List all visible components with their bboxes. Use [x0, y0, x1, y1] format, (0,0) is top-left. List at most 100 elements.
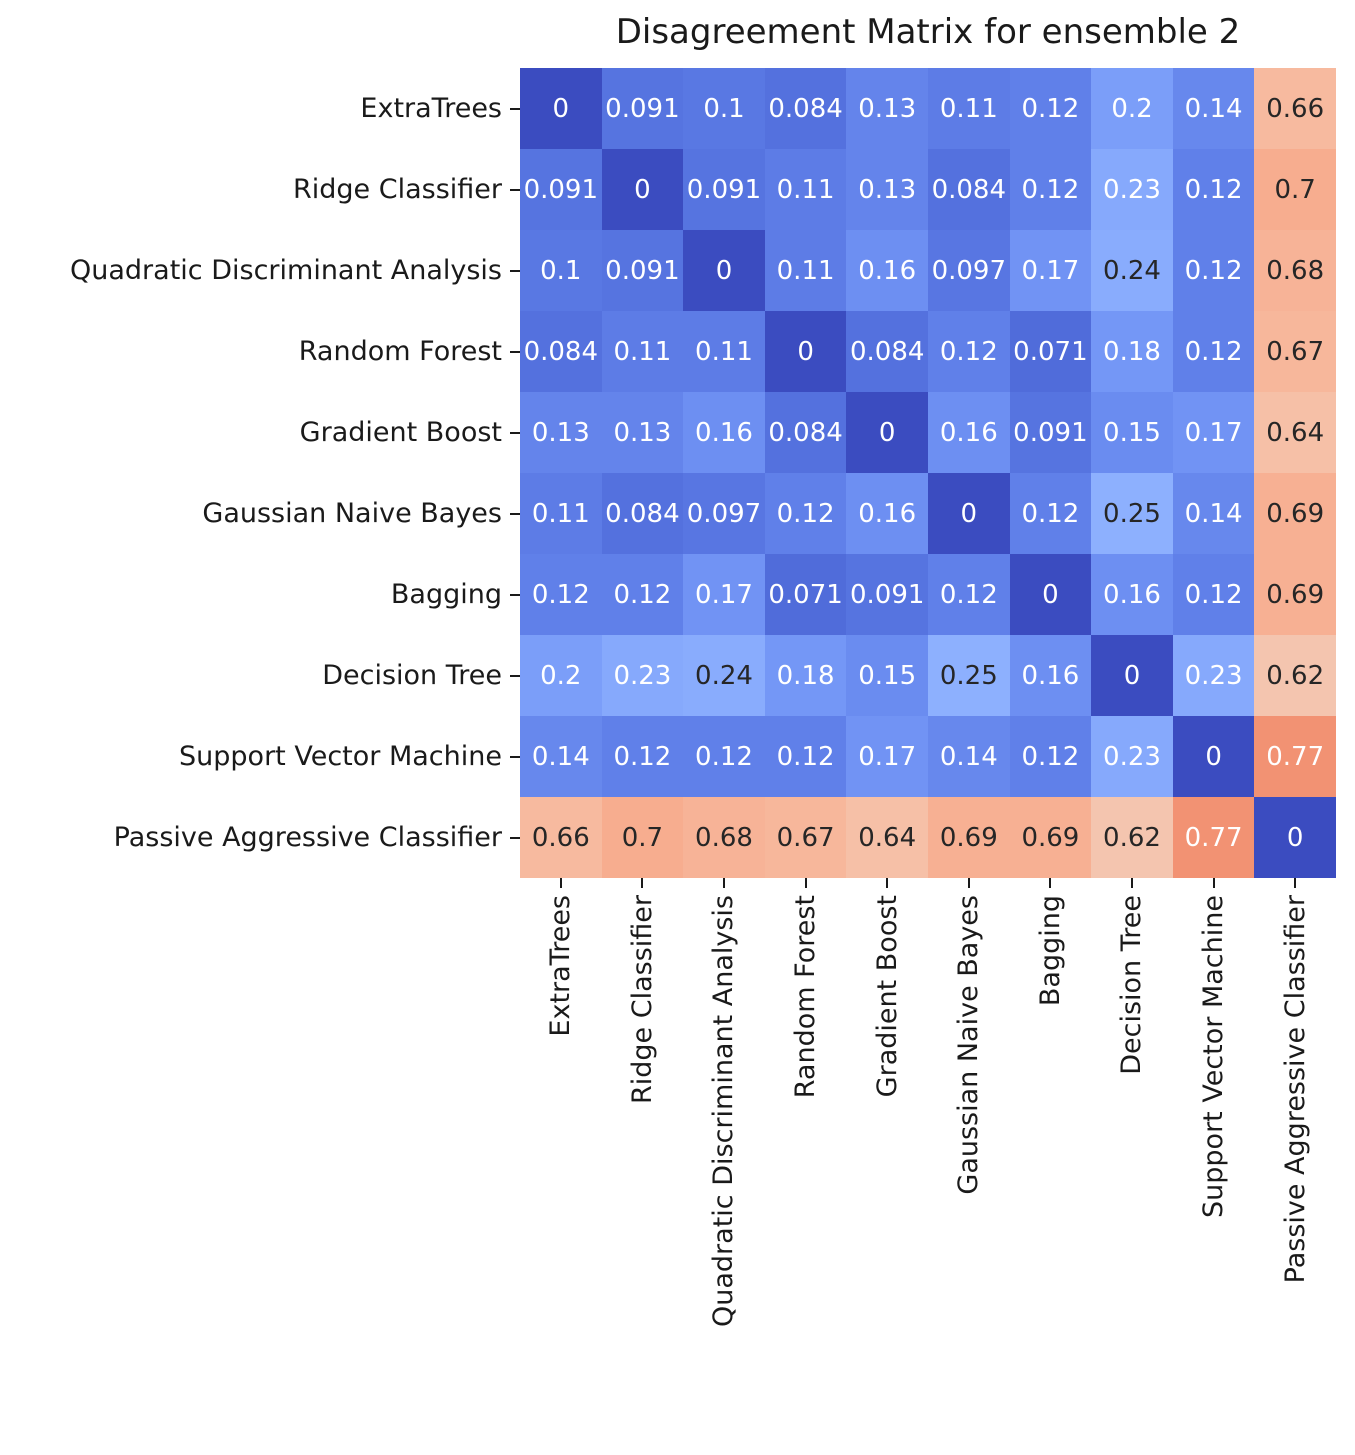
heatmap-cell: 0.64: [1254, 392, 1336, 473]
y-tick-row: Quadratic Discriminant Analysis: [0, 230, 520, 311]
heatmap-cell: 0.24: [683, 635, 765, 716]
heatmap-cell: 0.12: [520, 554, 602, 635]
chart-title: Disagreement Matrix for ensemble 2: [615, 12, 1241, 52]
heatmap-cell: 0.16: [846, 230, 928, 311]
heatmap-cell: 0.12: [1172, 149, 1255, 230]
heatmap-cell: 0.14: [927, 716, 1010, 797]
heatmap-cell: 0.12: [1009, 149, 1092, 230]
heatmap-cell: 0.13: [846, 68, 928, 149]
heatmap-cell: 0.12: [927, 311, 1010, 392]
heatmap-cell: 0.7: [601, 797, 684, 878]
heatmap-cell: 0.12: [764, 473, 847, 554]
y-tick-mark: [510, 593, 520, 596]
y-tick-label: Passive Aggressive Classifier: [113, 822, 502, 853]
heatmap-cell: 0.097: [927, 230, 1010, 311]
y-tick-label: Support Vector Machine: [179, 741, 502, 772]
heatmap-cell: 0.69: [1254, 473, 1336, 554]
y-tick-mark: [510, 836, 520, 839]
x-tick-mark: [722, 878, 725, 888]
heatmap-cell: 0.091: [520, 149, 602, 230]
y-tick-mark: [510, 269, 520, 272]
y-tick-row: ExtraTrees: [0, 68, 520, 149]
heatmap-cell: 0.23: [1091, 716, 1173, 797]
x-tick-label: Bagging: [1034, 895, 1066, 1007]
heatmap-cell: 0.12: [1009, 473, 1092, 554]
x-tick-col: Quadratic Discriminant Analysis: [683, 878, 765, 1327]
heatmap-cell: 0.66: [520, 797, 602, 878]
heatmap-cell: 0.11: [520, 473, 602, 554]
heatmap-cell: 0.17: [1009, 230, 1092, 311]
heatmap-cell: 0.68: [1254, 230, 1336, 311]
y-tick-mark: [510, 350, 520, 353]
heatmap-cell: 0.18: [1091, 311, 1173, 392]
y-tick-row: Gaussian Naive Bayes: [0, 473, 520, 554]
heatmap-cell: 0.091: [683, 149, 765, 230]
x-tick-col: ExtraTrees: [520, 878, 602, 1327]
heatmap-cell: 0.084: [520, 311, 602, 392]
heatmap-cell: 0.13: [601, 392, 684, 473]
x-tick-label: Quadratic Discriminant Analysis: [708, 895, 740, 1327]
y-tick-row: Gradient Boost: [0, 392, 520, 473]
heatmap-cell: 0.11: [764, 149, 847, 230]
y-tick-row: Support Vector Machine: [0, 716, 520, 797]
heatmap-cell: 0.12: [683, 716, 765, 797]
heatmap-cell: 0.2: [520, 635, 602, 716]
x-tick-mark: [1130, 878, 1133, 888]
heatmap-cell: 0.18: [764, 635, 847, 716]
x-tick-col: Support Vector Machine: [1173, 878, 1255, 1327]
x-tick-col: Decision Tree: [1091, 878, 1173, 1327]
x-tick-mark: [886, 878, 889, 888]
x-tick-label: Ridge Classifier: [626, 895, 658, 1104]
y-axis-labels: ExtraTrees Ridge Classifier Quadratic Disc…: [0, 68, 520, 878]
heatmap-cell: 0: [1254, 797, 1336, 878]
heatmap-cell: 0: [601, 149, 684, 230]
heatmap-cell: 0.11: [927, 68, 1010, 149]
heatmap-cell: 0.24: [1091, 230, 1173, 311]
y-tick-row: Decision Tree: [0, 635, 520, 716]
heatmap-cell: 0.69: [1009, 797, 1092, 878]
heatmap-cell: 0.62: [1254, 635, 1336, 716]
x-tick-label: Random Forest: [790, 895, 822, 1099]
heatmap-cell: 0.7: [1254, 149, 1336, 230]
heatmap-cell: 0.25: [927, 635, 1010, 716]
heatmap-cell: 0.2: [1091, 68, 1173, 149]
x-tick-mark: [1294, 878, 1297, 888]
x-tick-col: Passive Aggressive Classifier: [1254, 878, 1336, 1327]
y-tick-mark: [510, 431, 520, 434]
heatmap-cell: 0.14: [1172, 68, 1255, 149]
x-tick-label: Passive Aggressive Classifier: [1279, 895, 1311, 1284]
x-tick-label: Support Vector Machine: [1198, 895, 1230, 1218]
heatmap-cell: 0.12: [601, 554, 684, 635]
heatmap-cell: 0.1: [683, 68, 765, 149]
x-axis-labels: ExtraTrees Ridge Classifier Quadratic Disc…: [520, 878, 1336, 1327]
y-tick-mark: [510, 107, 520, 110]
heatmap-cell: 0.16: [683, 392, 765, 473]
heatmap-cell: 0.071: [1009, 311, 1092, 392]
y-tick-label: Quadratic Discriminant Analysis: [70, 255, 502, 286]
heatmap-cell: 0.25: [1091, 473, 1173, 554]
heatmap-cell: 0: [520, 68, 602, 149]
x-tick-mark: [1049, 878, 1052, 888]
y-tick-row: Ridge Classifier: [0, 149, 520, 230]
heatmap-cell: 0.66: [1254, 68, 1336, 149]
heatmap-cell: 0.11: [764, 230, 847, 311]
heatmap-cell: 0.084: [846, 311, 928, 392]
y-tick-label: Ridge Classifier: [293, 174, 502, 205]
heatmap-cell: 0.17: [1172, 392, 1255, 473]
x-tick-mark: [967, 878, 970, 888]
x-tick-col: Gradient Boost: [846, 878, 928, 1327]
heatmap-cell: 0.67: [1254, 311, 1336, 392]
x-tick-label: Gradient Boost: [871, 895, 903, 1098]
heatmap-cell: 0.13: [520, 392, 602, 473]
heatmap-cell: 0.091: [1009, 392, 1092, 473]
heatmap-cell: 0.64: [846, 797, 928, 878]
heatmap-cell: 0.14: [520, 716, 602, 797]
x-tick-col: Gaussian Naive Bayes: [928, 878, 1010, 1327]
heatmap-cell: 0.15: [1091, 392, 1173, 473]
heatmap-cell: 0.17: [683, 554, 765, 635]
heatmap-cell: 0.77: [1172, 797, 1255, 878]
x-tick-col: Bagging: [1010, 878, 1092, 1327]
heatmap-cell: 0.12: [1009, 716, 1092, 797]
heatmap-cell: 0.13: [846, 149, 928, 230]
heatmap-cell: 0.12: [764, 716, 847, 797]
